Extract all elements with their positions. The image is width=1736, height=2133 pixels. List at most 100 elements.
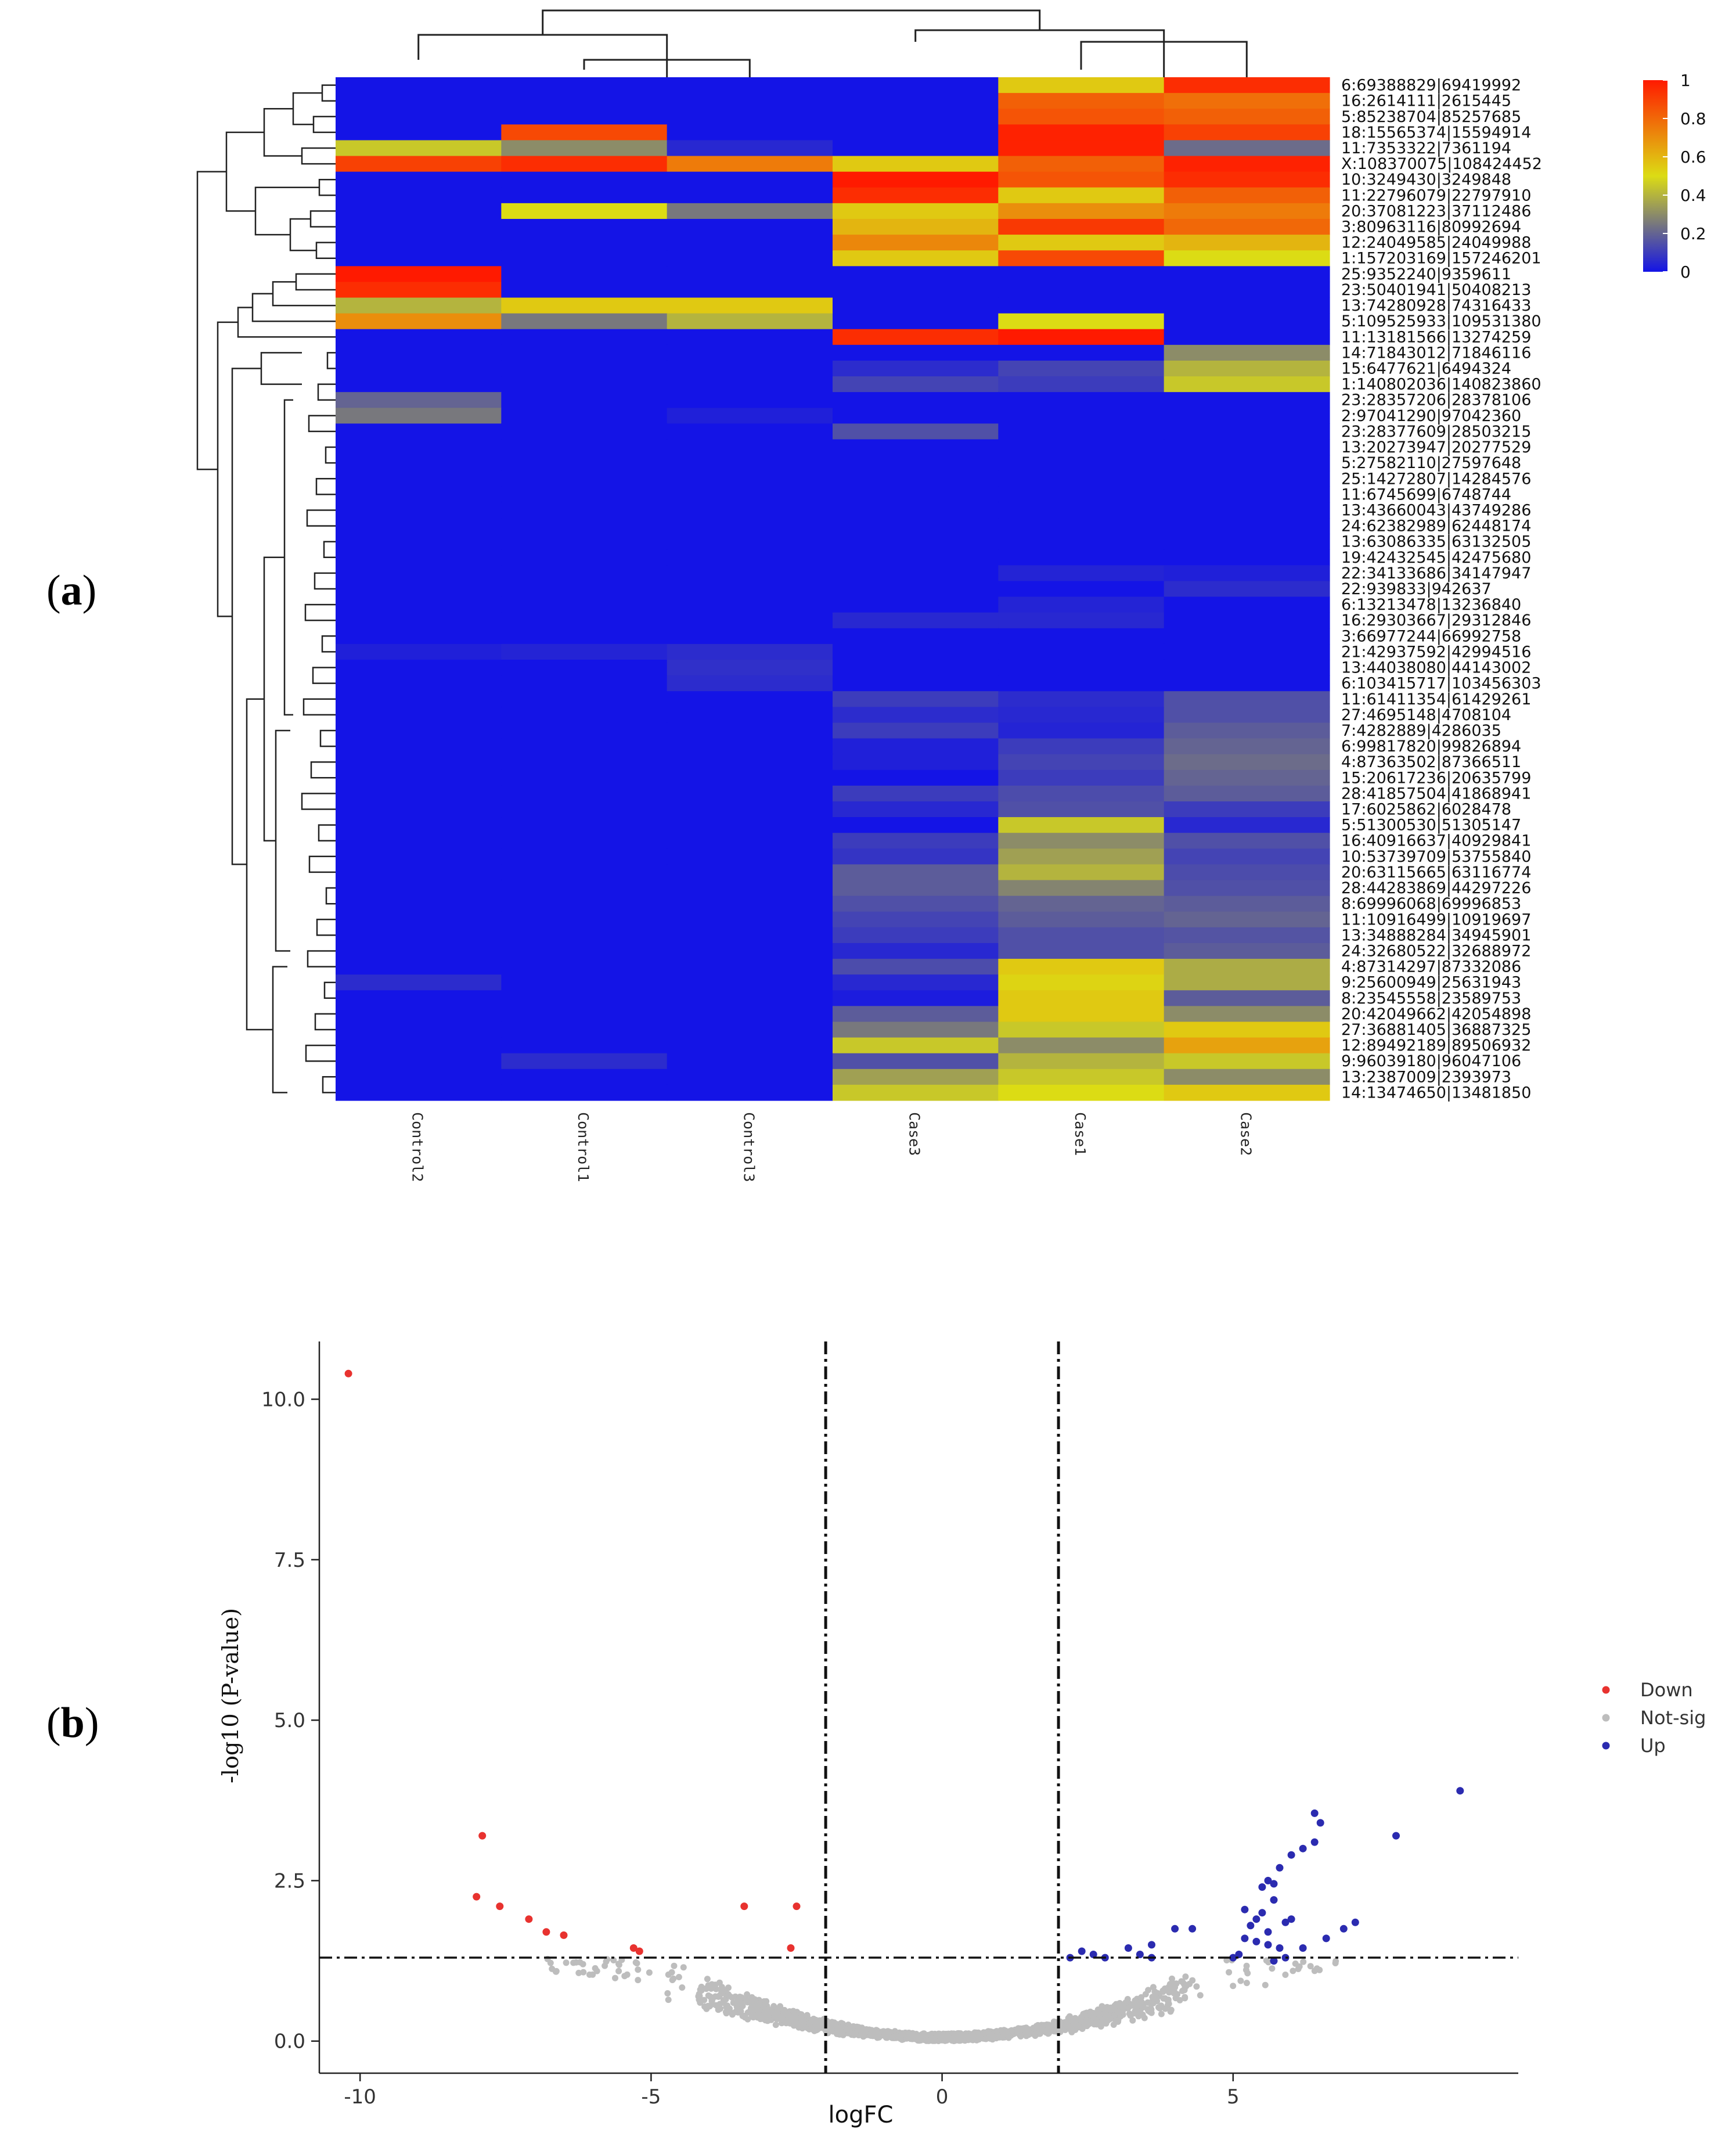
heatmap-cell — [1164, 109, 1330, 125]
heatmap-cell — [501, 864, 668, 881]
heatmap-row-label: 14:71843012|71846116 — [1341, 344, 1531, 362]
heatmap-row-label: 22:939833|942637 — [1341, 580, 1492, 598]
not-sig-point — [1128, 2001, 1134, 2008]
heatmap-cell — [501, 1053, 668, 1070]
heatmap-cell — [336, 93, 502, 109]
heatmap-cell — [833, 643, 999, 660]
not-sig-point — [1182, 1973, 1189, 1980]
heatmap-cell — [1164, 1053, 1330, 1070]
heatmap-cell — [336, 140, 502, 157]
heatmap-cell — [998, 109, 1165, 125]
heatmap-cell — [501, 675, 668, 692]
up-point — [1270, 1880, 1278, 1888]
heatmap-cell — [1164, 659, 1330, 676]
heatmap-cell — [1164, 943, 1330, 959]
not-sig-point — [1296, 1963, 1303, 1970]
heatmap-cell — [667, 439, 833, 456]
heatmap-cell — [1164, 738, 1330, 755]
heatmap-row-label: 25:14272807|14284576 — [1341, 470, 1531, 488]
heatmap-row-label: 1:140802036|140823860 — [1341, 376, 1541, 394]
heatmap-cell — [501, 1037, 668, 1054]
heatmap-row-label: 11:61411354|61429261 — [1341, 690, 1531, 708]
heatmap-cell — [833, 1006, 999, 1023]
heatmap-cell — [998, 140, 1165, 157]
dendrogram-branch — [246, 698, 273, 1031]
not-sig-point — [703, 1985, 710, 1992]
not-sig-point — [1132, 1997, 1139, 2004]
down-point — [496, 1902, 504, 1911]
not-sig-point — [1300, 1958, 1307, 1965]
heatmap-cell — [1164, 171, 1330, 188]
heatmap-cell — [1164, 486, 1330, 503]
dendrogram-branch — [275, 729, 290, 952]
not-sig-point — [1226, 1969, 1233, 1976]
down-point — [635, 1947, 643, 1955]
heatmap-cell — [667, 266, 833, 282]
heatmap-cell — [667, 959, 833, 975]
heatmap-cell — [998, 470, 1165, 487]
not-sig-point — [1115, 2018, 1122, 2025]
heatmap-cell — [667, 738, 833, 755]
legend-key — [1602, 1686, 1610, 1694]
down-point — [473, 1893, 481, 1901]
heatmap-row-label: 13:34888284|34945901 — [1341, 926, 1531, 944]
not-sig-point — [783, 2010, 790, 2017]
heatmap-cell — [667, 895, 833, 912]
legend-label: Down — [1640, 1679, 1693, 1701]
dendrogram-branch — [196, 171, 226, 470]
heatmap-cell — [336, 187, 502, 204]
heatmap-cell — [833, 124, 999, 141]
not-sig-point — [862, 2030, 869, 2037]
not-sig-point — [1154, 1990, 1161, 1997]
not-sig-point — [646, 1969, 653, 1976]
heatmap-cell — [833, 376, 999, 393]
not-sig-point — [602, 1962, 608, 1969]
heatmap-cell — [667, 282, 833, 298]
heatmap-cell — [336, 518, 502, 534]
heatmap-cell — [501, 282, 668, 298]
heatmap-cell — [998, 801, 1165, 818]
heatmap-cell — [501, 581, 668, 598]
not-sig-point — [549, 1965, 556, 1972]
heatmap-cell — [1164, 612, 1330, 629]
heatmap-cell — [1164, 990, 1330, 1006]
not-sig-point — [1114, 2008, 1121, 2015]
up-point — [1310, 1838, 1319, 1846]
not-sig-point — [704, 1976, 711, 1983]
heatmap-cell — [998, 596, 1165, 613]
heatmap-cell — [667, 628, 833, 645]
y-tick-label: 0.0 — [274, 2030, 305, 2053]
heatmap-cell — [501, 187, 668, 204]
not-sig-point — [884, 2028, 891, 2035]
up-point — [1252, 1915, 1260, 1923]
heatmap-cell — [998, 754, 1165, 771]
not-sig-point — [1307, 1963, 1314, 1970]
heatmap-row-label: 2:97041290|97042360 — [1341, 407, 1521, 425]
heatmap-cell — [501, 895, 668, 912]
heatmap-cell — [336, 218, 502, 235]
heatmap-row-label: 11:6745699|6748744 — [1341, 485, 1511, 503]
heatmap-cell — [667, 376, 833, 393]
heatmap-cell — [667, 549, 833, 566]
heatmap-cell — [1164, 565, 1330, 582]
heatmap-cell — [667, 360, 833, 377]
not-sig-point — [1105, 2017, 1111, 2024]
not-sig-point — [763, 1998, 770, 2005]
heatmap-cell — [833, 785, 999, 802]
up-point — [1171, 1925, 1179, 1933]
heatmap-cell — [501, 1006, 668, 1023]
heatmap-cell — [501, 218, 668, 235]
heatmap-cell — [667, 565, 833, 582]
not-sig-point — [664, 1990, 671, 1997]
heatmap-cell — [1164, 455, 1330, 472]
heatmap-cell — [998, 502, 1165, 519]
not-sig-point — [1183, 1983, 1190, 1990]
not-sig-point — [612, 1974, 618, 1981]
not-sig-point — [869, 2032, 876, 2039]
heatmap-row-label: 11:10916499|10919697 — [1341, 911, 1531, 929]
up-point — [1276, 1944, 1284, 1952]
up-point — [1148, 1941, 1155, 1949]
heatmap-cell — [998, 376, 1165, 393]
heatmap-cell — [833, 344, 999, 361]
not-sig-point — [917, 2037, 924, 2044]
